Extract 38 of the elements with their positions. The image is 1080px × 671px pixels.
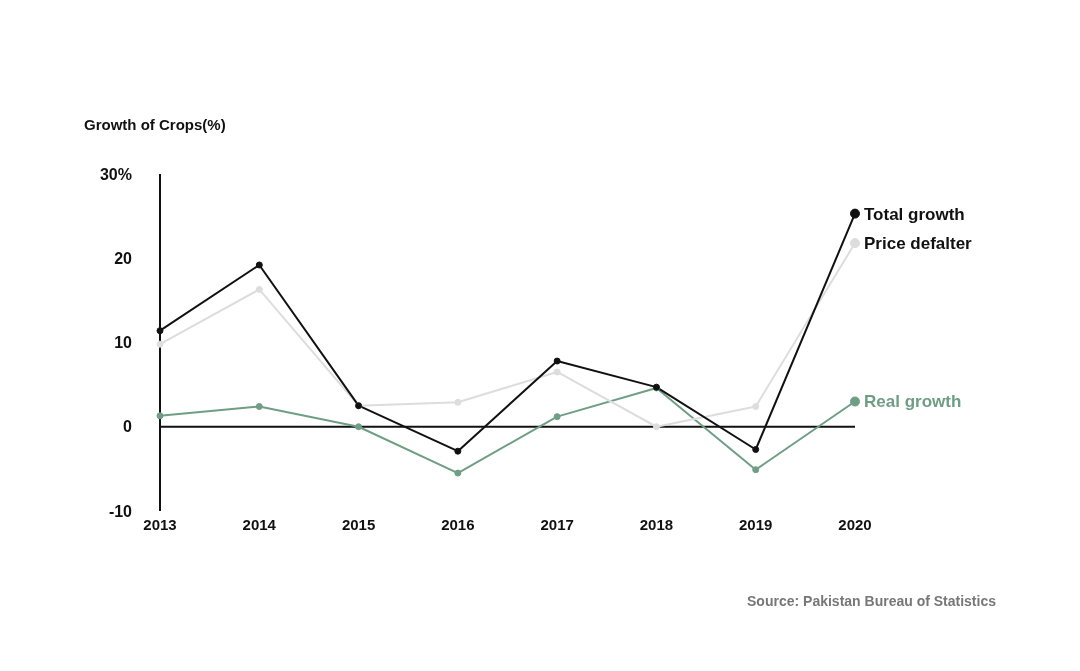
point	[850, 238, 860, 249]
x-tick-label: 2016	[441, 515, 475, 533]
point	[454, 398, 462, 406]
y-tick-label: 0	[123, 418, 133, 436]
point	[355, 423, 363, 431]
point	[850, 396, 860, 407]
point	[752, 466, 760, 474]
point	[553, 413, 561, 421]
x-tick-label: 2013	[143, 515, 177, 533]
y-tick-label: 10	[114, 334, 133, 352]
series-label: Total growth	[864, 204, 965, 224]
point	[652, 423, 660, 431]
y-tick-label: -10	[108, 502, 133, 520]
series-label: Real growth	[864, 392, 962, 412]
point	[156, 412, 164, 420]
point	[156, 327, 164, 335]
y-tick-label: 20	[114, 249, 133, 267]
point	[454, 469, 462, 477]
point	[454, 447, 462, 455]
series-label: Price defalter	[864, 234, 973, 254]
y-axis-title: Growth of Crops(%)	[84, 116, 226, 133]
x-tick-label: 2015	[341, 515, 376, 533]
point	[553, 368, 561, 376]
source-note: Source: Pakistan Bureau of Statistics	[747, 593, 996, 609]
point	[850, 208, 860, 219]
x-tick-label: 2019	[739, 515, 773, 533]
point	[752, 446, 760, 453]
point	[255, 261, 263, 269]
x-tick-label: 2014	[242, 515, 277, 533]
point	[553, 357, 561, 365]
point	[255, 403, 263, 411]
x-tick-label: 2017	[540, 515, 574, 533]
point	[752, 403, 760, 411]
point	[255, 285, 263, 293]
y-tick-label: 30%	[99, 165, 132, 183]
point	[156, 340, 164, 348]
x-tick-label: 2018	[639, 515, 674, 533]
x-tick-label: 2020	[838, 515, 872, 533]
